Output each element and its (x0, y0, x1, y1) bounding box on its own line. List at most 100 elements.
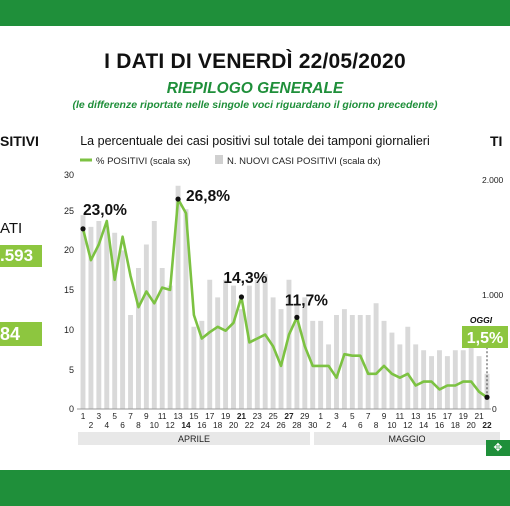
x-tick-label: 13 (173, 411, 183, 421)
today-badge (462, 326, 508, 348)
bar (326, 344, 332, 409)
bar (476, 356, 482, 409)
bar (223, 279, 229, 409)
bar (349, 315, 355, 409)
chart-title: La percentuale dei casi positivi sul tot… (80, 134, 430, 148)
x-tick-label: 30 (308, 420, 318, 430)
bar (112, 232, 118, 409)
annotation-label: 26,8% (186, 188, 230, 205)
x-tick-label: 27 (284, 411, 294, 421)
x-tick-label: 11 (158, 411, 167, 421)
percent-line (81, 197, 488, 399)
x-tick-label: 7 (366, 411, 371, 421)
x-tick-label: 16 (197, 420, 207, 430)
bar (135, 268, 141, 409)
x-tick-label: 20 (467, 420, 477, 430)
month-strip-april (78, 432, 310, 445)
annotation-label: 23,0% (83, 202, 127, 219)
bar (120, 250, 126, 409)
x-tick-label: 9 (382, 411, 387, 421)
bar (421, 350, 427, 409)
y-left-tick: 0 (69, 404, 74, 414)
side-value-2: 84 (0, 322, 42, 346)
bar (341, 309, 347, 409)
month-label-may: MAGGIO (388, 434, 425, 444)
x-tick-label: 16 (435, 420, 445, 430)
bar (334, 315, 339, 409)
bar (302, 297, 308, 409)
x-tick-label: 12 (166, 420, 176, 430)
annotation-dot (80, 226, 86, 232)
x-tick-label: 8 (136, 420, 141, 430)
bar (262, 273, 268, 409)
side-value-1: .593 (0, 245, 42, 267)
annotations: 23,0% 26,8% 14,3% 11,7% OGGI 1,5% (80, 188, 508, 400)
month-label-april: APRILE (178, 434, 210, 444)
x-tick-label: 13 (411, 411, 421, 421)
side-heading-left: SITIVI (0, 133, 39, 149)
y-left-tick: 10 (64, 325, 74, 335)
annotation-label: 11,7% (285, 292, 328, 309)
today-tag: OGGI (470, 315, 493, 325)
bar (460, 350, 466, 409)
y-left-tick: 5 (69, 365, 74, 375)
y-left-tick: 20 (64, 245, 74, 255)
bar (373, 303, 379, 409)
logo-icon: ✥ (486, 440, 510, 456)
bar (405, 326, 411, 409)
bar (104, 226, 110, 409)
x-tick-label: 14 (419, 420, 429, 430)
bar (167, 285, 173, 409)
x-tick-label: 18 (451, 420, 461, 430)
y-right-tick: 1.000 (482, 290, 504, 300)
x-tick-label: 17 (205, 411, 215, 421)
x-tick-label: 5 (112, 411, 117, 421)
x-tick-label: 22 (482, 420, 492, 430)
legend-bar-swatch (215, 155, 223, 164)
x-tick-label: 4 (104, 420, 109, 430)
chart: % POSITIVI (scala sx) N. NUOVI CASI POSI… (64, 155, 508, 445)
y-left-tick: 30 (64, 170, 74, 180)
x-tick-label: 6 (358, 420, 363, 430)
legend: % POSITIVI (scala sx) N. NUOVI CASI POSI… (80, 155, 381, 167)
x-tick-label: 20 (229, 420, 239, 430)
bar (444, 356, 450, 409)
x-tick-label: 1 (81, 411, 86, 421)
bar (413, 344, 419, 409)
bottom-band (0, 470, 510, 506)
x-tick-label: 19 (459, 411, 469, 421)
bar (151, 221, 157, 409)
annotation-dot (238, 294, 245, 300)
x-tick-label: 21 (474, 411, 484, 421)
x-tick-label: 24 (261, 420, 271, 430)
x-tick-label: 4 (342, 420, 347, 430)
x-tick-label: 23 (253, 411, 263, 421)
page-note: (le differenze riportate nelle singole v… (72, 99, 438, 111)
x-tick-label: 22 (245, 420, 255, 430)
x-tick-label: 28 (292, 420, 302, 430)
annotation-dot (175, 196, 181, 202)
legend-label-line: % POSITIVI (scala sx) (96, 156, 191, 167)
x-tick-label: 25 (269, 411, 279, 421)
y-left-tick: 25 (64, 206, 74, 216)
bar (191, 326, 197, 409)
x-tick-label: 10 (150, 420, 160, 430)
x-tick-label: 21 (237, 411, 247, 421)
x-axis-labels: 1234567891011121314151617181920212223242… (81, 411, 492, 430)
x-tick-label: 29 (300, 411, 310, 421)
bar (238, 309, 244, 409)
legend-label-bar: N. NUOVI CASI POSITIVI (scala dx) (227, 156, 381, 167)
bar (278, 309, 284, 409)
bar (437, 350, 442, 409)
page-subtitle: RIEPILOGO GENERALE (166, 80, 344, 97)
annotation-label: 1,5% (467, 330, 503, 347)
x-tick-label: 1 (318, 411, 323, 421)
bar (286, 279, 292, 409)
bar (159, 268, 165, 409)
bar (215, 297, 221, 409)
x-tick-label: 17 (443, 411, 453, 421)
y-left-tick: 15 (64, 285, 74, 295)
x-tick-label: 6 (120, 420, 125, 430)
bar (143, 244, 149, 409)
x-tick-label: 8 (374, 420, 379, 430)
